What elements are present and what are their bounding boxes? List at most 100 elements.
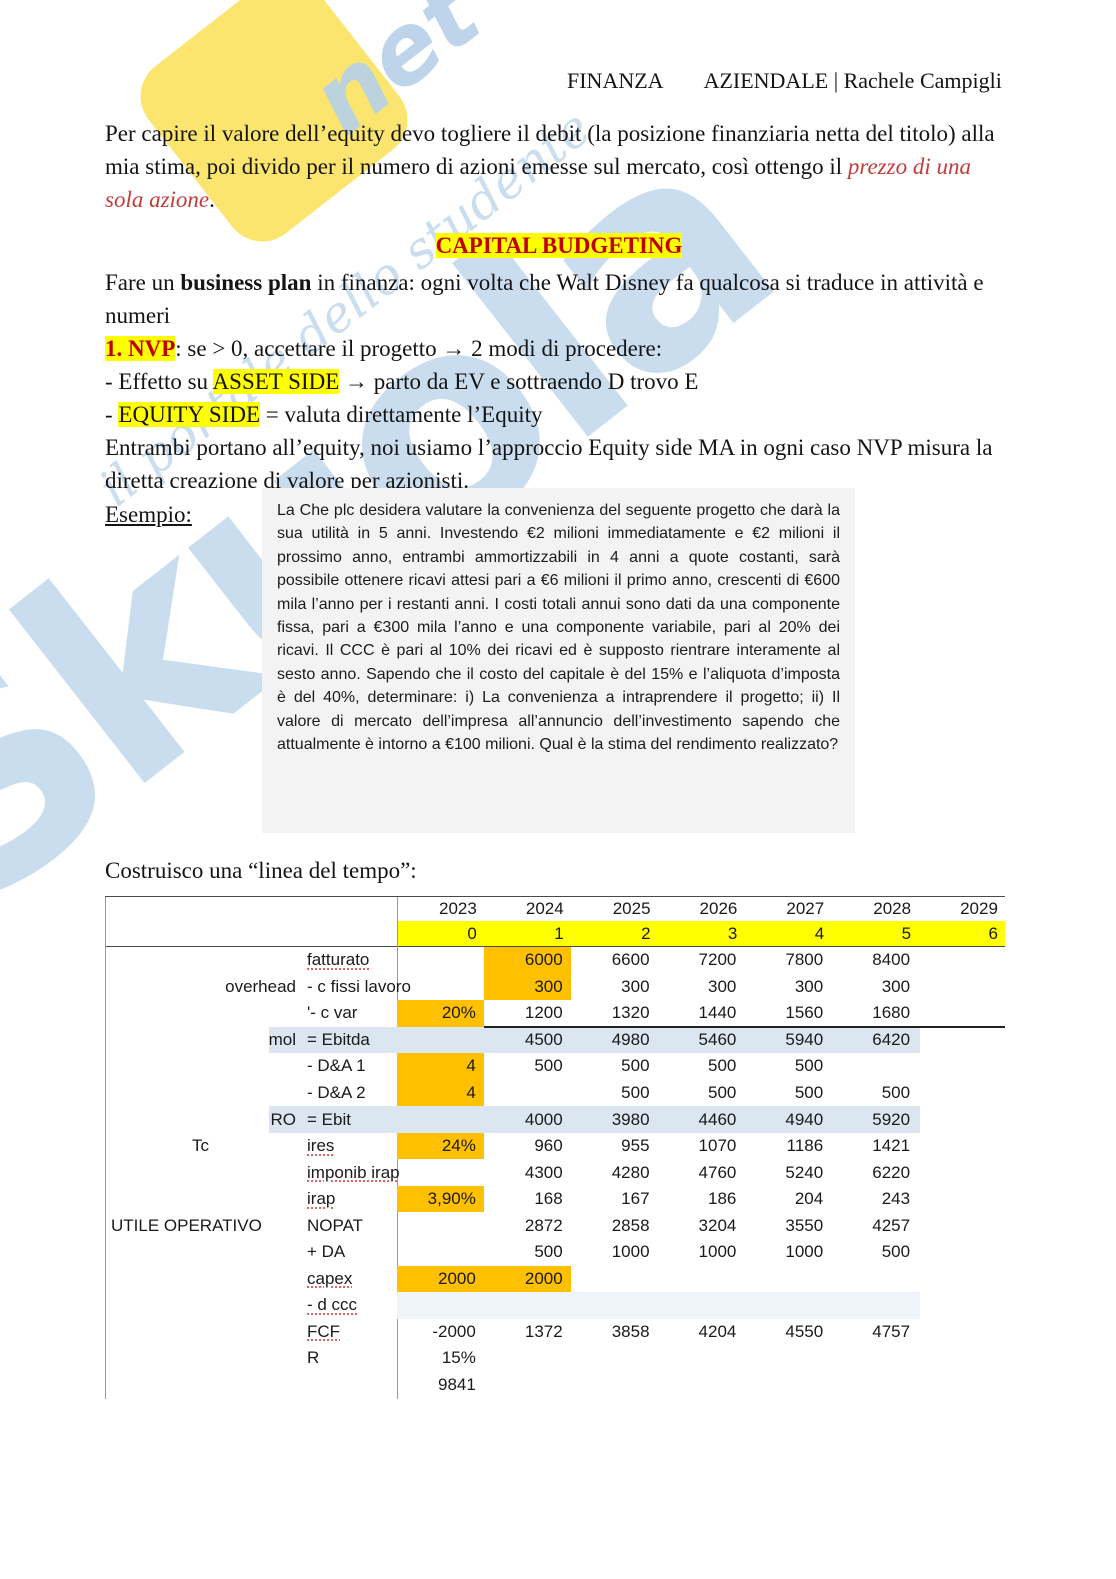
value-cell (918, 1345, 1005, 1372)
value-cell: 204 (794, 1189, 824, 1209)
row-label: NOPAT (307, 1215, 364, 1235)
line-nvp: 1. NVP: se > 0, accettare il progetto → … (105, 332, 1013, 365)
period-header-cell: 4 (744, 921, 832, 946)
value-cell: 1000 (785, 1242, 824, 1262)
value-cell: 4757 (872, 1321, 911, 1341)
table-body: fatturato 6000 6600 7200 7800 8400 overhead - c… (105, 947, 1005, 1398)
value-cell (397, 1239, 484, 1266)
value-cell: 6420 (872, 1029, 911, 1049)
value-cell (484, 1292, 571, 1319)
period-header-cell: 0 (397, 921, 484, 946)
section-heading-wrap: CAPITAL BUDGETING (105, 233, 1013, 259)
row-group-label: UTILE OPERATIVO (111, 1215, 262, 1235)
row-fill-faint (397, 1292, 920, 1319)
page-header: FINANZA AZIENDALE | Rachele Campigli (567, 68, 1002, 94)
table-row: R 15% (105, 1345, 1005, 1372)
value-cell: 500 (534, 1056, 563, 1076)
value-cell (744, 1345, 831, 1372)
value-cell (918, 1239, 1005, 1266)
value-cell: 1186 (786, 1136, 824, 1156)
value-cell: 500 (881, 1242, 911, 1262)
value-cell: 4000 (524, 1109, 563, 1129)
value-cell (831, 1345, 918, 1372)
value-cell: 1000 (698, 1242, 737, 1262)
table-row: mol = Ebitda 4500 4980 5460 5940 6420 (105, 1026, 1005, 1054)
row-label: - d ccc (307, 1295, 358, 1315)
period-header-cell: 3 (657, 921, 745, 946)
timeline-label: Costruisco una “linea del tempo”: (105, 858, 417, 883)
value-cell: 186 (708, 1189, 737, 1209)
table-row: + DA 500 1000 1000 1000 500 (105, 1239, 1005, 1266)
table-row: fatturato 6000 6600 7200 7800 8400 (105, 947, 1005, 974)
year-header-cell: 2025 (612, 899, 651, 918)
year-header-cell: 2024 (525, 899, 564, 918)
value-cell: 167 (621, 1189, 650, 1209)
value-cell: 7800 (785, 950, 824, 970)
value-cell (484, 1345, 571, 1372)
row-group-label (105, 1266, 300, 1293)
value-cell (918, 1186, 1005, 1213)
value-cell: 1421 (872, 1136, 911, 1156)
period-header-cell: 1 (483, 921, 571, 946)
table-row: - d ccc (105, 1292, 1005, 1319)
value-cell: 4460 (698, 1109, 737, 1129)
line-asset-side: - Effetto su ASSET SIDE → parto da EV e … (105, 365, 1013, 398)
value-cell (658, 1292, 745, 1319)
row-label: ires (307, 1136, 335, 1156)
line-equity-side: - EQUITY SIDE = valuta direttamente l’Eq… (105, 398, 1013, 431)
value-cell (918, 947, 1005, 974)
value-cell: 4550 (785, 1321, 824, 1341)
value-cell: 4980 (611, 1029, 650, 1049)
row-label: '- c var (307, 1003, 358, 1023)
table-row: capex 2000 2000 (105, 1265, 1005, 1293)
row-group-label: mol (268, 1029, 296, 1049)
equity-side-highlight: EQUITY SIDE (118, 402, 261, 427)
value-cell: 3204 (698, 1215, 737, 1235)
esempio-label: Esempio: (105, 502, 192, 527)
value-cell: 1560 (785, 1003, 824, 1023)
value-cell: 500 (881, 1083, 911, 1102)
value-cell: 3550 (785, 1215, 824, 1235)
nvp-rest: : se > 0, accettare il progetto → 2 modi… (175, 336, 663, 361)
row-group-label (105, 1239, 300, 1266)
value-cell (831, 1372, 918, 1399)
table-left-border (105, 897, 107, 1399)
section-heading-capital-budgeting: CAPITAL BUDGETING (435, 233, 683, 258)
intro-tail: . (209, 187, 215, 212)
value-cell (918, 1106, 1005, 1133)
asset-side-highlight: ASSET SIDE (212, 369, 340, 394)
period-header-cell: 2 (570, 921, 658, 946)
row-label: - c fissi lavoro (307, 976, 411, 996)
value-cell (397, 947, 484, 974)
value-cell: 4300 (524, 1162, 563, 1182)
value-cell (658, 1345, 745, 1372)
table-row: - D&A 1 4 500 500 500 500 (105, 1053, 1005, 1080)
year-header-cell: 2026 (699, 899, 738, 918)
value-cell (918, 1133, 1005, 1160)
row-label: R (307, 1348, 320, 1368)
value-cell: 243 (881, 1189, 911, 1209)
value-cell (918, 1212, 1005, 1239)
row-label (300, 1372, 397, 1399)
value-cell: 300 (708, 976, 737, 996)
row-group-label: overhead (225, 976, 296, 996)
period-spacer (300, 921, 397, 946)
row-label: - D&A 1 (307, 1056, 366, 1076)
value-cell: 500 (794, 1083, 824, 1102)
value-cell: 5240 (785, 1162, 824, 1182)
value-cell: 6000 (483, 947, 571, 974)
value-cell (744, 1266, 831, 1293)
value-cell: 2000 (483, 1265, 571, 1293)
table-years-row: 2023 2024 2025 2026 2027 2028 2029 (105, 897, 1005, 921)
year-spacer (105, 897, 300, 921)
value-cell: 3980 (611, 1109, 650, 1129)
value-cell: 1680 (872, 1003, 911, 1023)
period-header-cell: 5 (831, 921, 919, 946)
value-cell (484, 1080, 571, 1107)
value-cell (397, 1027, 484, 1054)
value-cell (918, 1292, 1005, 1319)
value-cell (397, 1212, 484, 1239)
row-group-label (105, 947, 300, 974)
row-group-label (105, 1080, 300, 1107)
row-sum-line (484, 1026, 1005, 1028)
